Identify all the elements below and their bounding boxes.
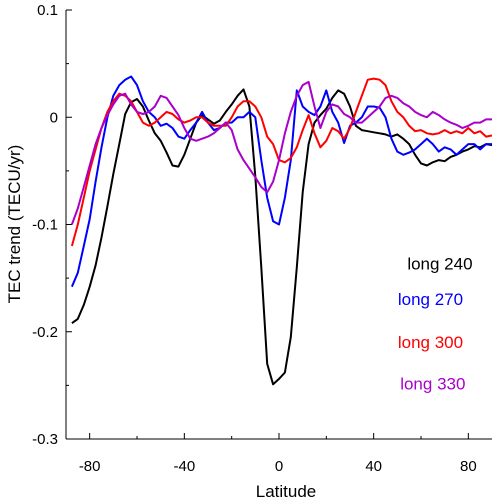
- series-line-long-270: [70, 75, 492, 288]
- x-tick-label: -80: [79, 458, 101, 475]
- y-axis-title: TEC trend (TECU/yr): [5, 145, 24, 304]
- x-tick-label: 0: [275, 458, 283, 475]
- x-tick-label: -40: [173, 458, 195, 475]
- y-tick-label: 0.1: [37, 2, 58, 19]
- series-line-long-240: [71, 88, 492, 386]
- series-line-long-330: [70, 80, 492, 225]
- legend-label-long-270: long 270: [398, 290, 463, 309]
- y-tick-label: -0.3: [32, 431, 58, 448]
- legend-label-long-300: long 300: [398, 333, 463, 352]
- x-axis-title: Latitude: [256, 482, 317, 501]
- legend-label-long-330: long 330: [400, 375, 465, 394]
- x-axis: -80 -40 0 40 80: [79, 433, 477, 475]
- legend: long 240 long 270 long 300 long 330: [398, 255, 473, 394]
- x-tick-label: 40: [365, 458, 382, 475]
- legend-label-long-240: long 240: [407, 255, 472, 274]
- series-layer: [70, 75, 492, 386]
- y-tick-label: -0.2: [32, 324, 58, 341]
- series-line-long-300: [70, 77, 492, 247]
- x-tick-label: 80: [460, 458, 477, 475]
- y-axis: 0.1 0 -0.1 -0.2 -0.3: [32, 2, 72, 448]
- y-tick-label: -0.1: [32, 217, 58, 234]
- y-tick-label: 0: [50, 109, 58, 126]
